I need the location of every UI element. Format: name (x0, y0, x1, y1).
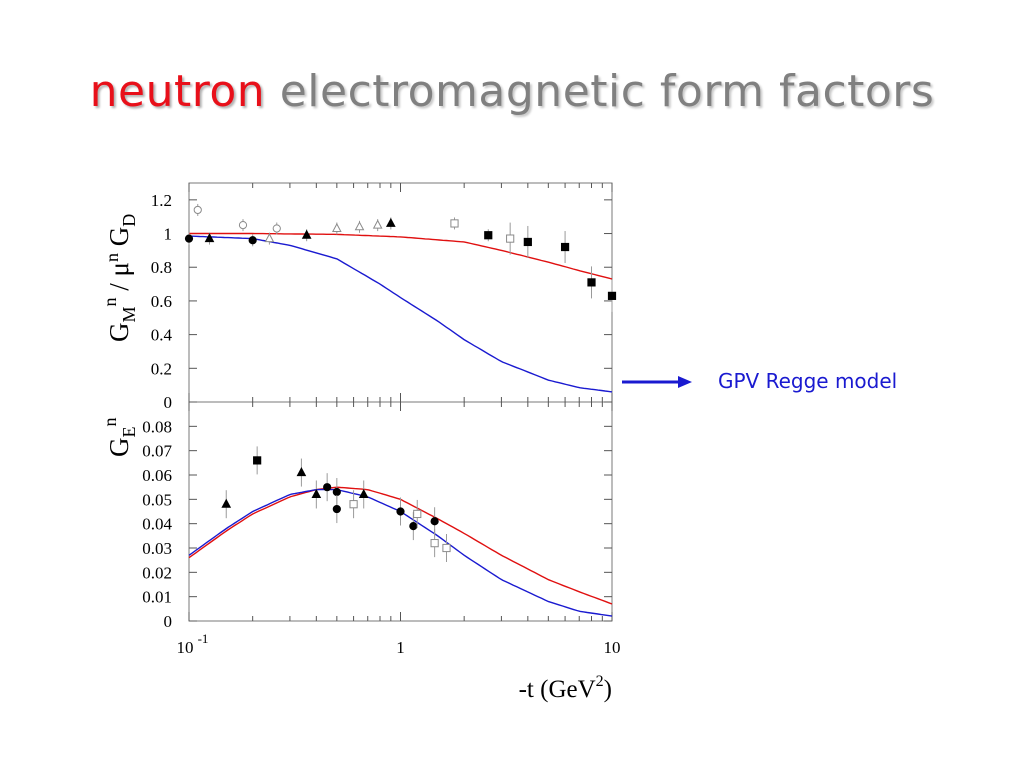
gm-ytick-label: 0.4 (151, 326, 173, 345)
gm-ytick-label: 0.2 (151, 359, 172, 378)
legend-label: GPV Regge model (718, 369, 898, 393)
gm-ytick-label: 0.6 (151, 292, 172, 311)
ge-point-filled-circle (332, 504, 341, 514)
ge-point-filled-triangle (296, 467, 307, 477)
ge-ytick-label: 0.08 (142, 417, 172, 436)
ge-point-open-square (442, 543, 451, 553)
gm-point-open-circle (272, 224, 281, 233)
title-word-neutron: neutron (89, 66, 266, 117)
gm-point-filled-square (587, 278, 596, 287)
gm-point-filled-square (484, 231, 493, 240)
gm-ytick-label: 0 (164, 393, 173, 412)
ge-point-filled-triangle (358, 488, 369, 498)
gm-point-open-square (450, 219, 459, 228)
gm-curve-red (189, 232, 613, 280)
ge-point-filled-circle (430, 517, 439, 526)
slide-title: neutron electromagnetic form factors (0, 66, 1024, 117)
ge-point-filled-circle (323, 483, 332, 492)
ge-point-filled-triangle (311, 488, 322, 498)
ge-ytick-label: 0.04 (142, 515, 172, 534)
legend-arrow (622, 376, 692, 388)
ge-ytick-label: 0 (164, 612, 173, 631)
gm-ytick-label: 1 (164, 225, 173, 244)
ge-point-open-square (349, 500, 358, 509)
title-rest: electromagnetic form factors (279, 66, 935, 117)
gm-curve-blue (188, 235, 613, 393)
gm-point-open-triangle (354, 221, 365, 231)
ge-ytick-label: 0.07 (142, 442, 172, 461)
x-tick-exponent: -1 (198, 631, 209, 646)
ge-ytick-label: 0.03 (142, 539, 172, 558)
ge-ytick-label: 0.01 (142, 588, 172, 607)
gm-point-filled-square (560, 242, 570, 252)
ge-ytick-label: 0.06 (142, 466, 172, 485)
ge-point-open-square (413, 509, 422, 519)
ge-point-filled-circle (409, 522, 418, 531)
gm-point-open-circle (238, 221, 248, 230)
x-axis-label: -t (GeV2) (519, 673, 612, 703)
gm-point-open-triangle (264, 233, 275, 243)
ge-ytick-label: 0.05 (142, 490, 172, 509)
gm-point-open-triangle (331, 222, 342, 232)
gm-point-filled-triangle (385, 217, 396, 227)
ge-point-filled-circle (332, 487, 341, 497)
ge-ytick-label: 0.02 (142, 563, 172, 582)
gm-point-open-square (506, 234, 515, 243)
gm-point-filled-square (523, 237, 532, 247)
gm-point-open-circle (193, 205, 202, 215)
x-tick-label: 10 (177, 638, 194, 657)
gm-point-filled-triangle (204, 233, 215, 243)
gm-ytick-label: 1.2 (151, 191, 172, 210)
gm-point-filled-circle (184, 234, 194, 243)
y-axis-label-ge: GEn (100, 418, 139, 458)
ge-point-filled-triangle (221, 498, 232, 508)
gm-point-filled-circle (248, 236, 257, 245)
legend-arrow-head (678, 376, 692, 388)
ge-point-filled-circle (396, 507, 405, 516)
y-axis-label-gm: GMn / μn GD (100, 214, 139, 342)
x-tick-label: 1 (396, 638, 405, 657)
gm-point-filled-triangle (301, 229, 312, 239)
ge-point-filled-square (253, 456, 262, 465)
gm-ytick-label: 0.8 (151, 258, 172, 277)
gm-point-filled-square (607, 291, 617, 300)
x-tick-label: 10 (604, 638, 621, 657)
gm-point-open-triangle (372, 219, 383, 229)
ge-point-open-square (430, 539, 439, 548)
